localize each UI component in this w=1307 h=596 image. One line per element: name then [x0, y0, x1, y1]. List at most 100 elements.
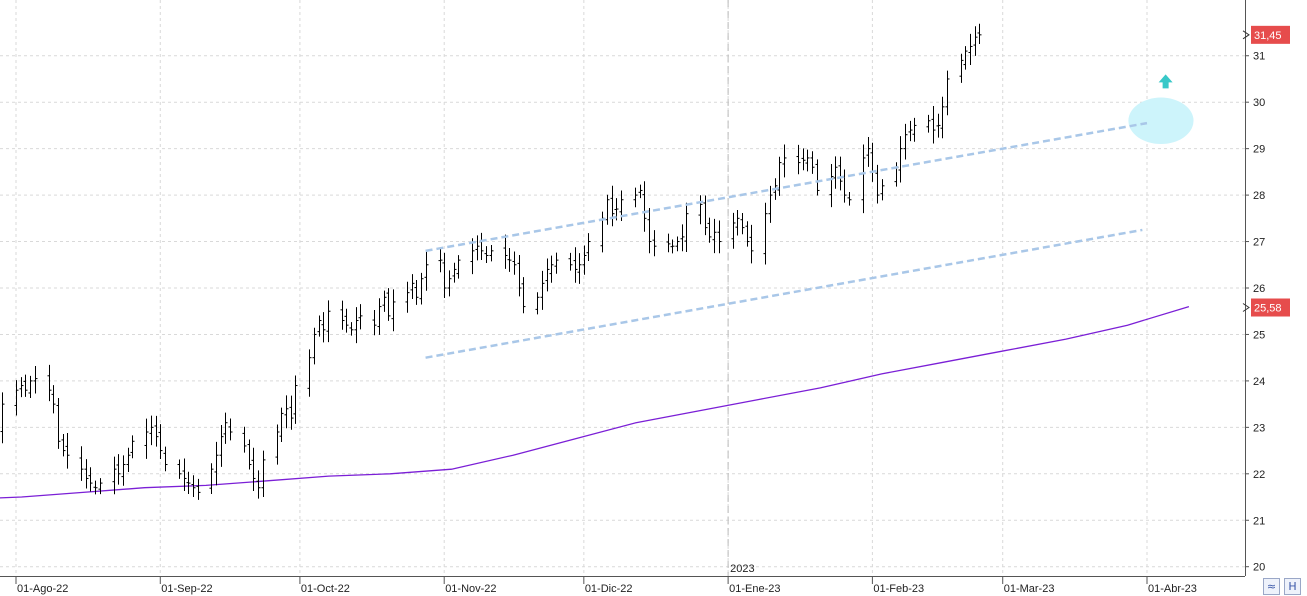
- ohlc-bar: [894, 162, 899, 187]
- ohlc-bar: [698, 195, 703, 225]
- ohlc-bar: [670, 239, 675, 254]
- ohlc-bar: [735, 209, 740, 236]
- ohlc-bar: [512, 251, 517, 275]
- ohlc-bar: [391, 289, 396, 332]
- x-tick-label: 01-Mar-23: [1004, 583, 1055, 595]
- price-tag-box: [1251, 25, 1290, 44]
- ohlc-bar: [861, 144, 866, 214]
- ohlc-bar: [447, 270, 452, 297]
- x-tick-label: 01-Ene-23: [729, 583, 780, 595]
- ohlc-bar: [535, 292, 540, 315]
- price-tag: 31,45: [1242, 25, 1290, 44]
- ohlc-bar: [14, 380, 19, 416]
- ohlc-bar: [680, 224, 685, 252]
- ohlc-bar: [186, 471, 191, 494]
- x-tick-label: 01-Oct-22: [301, 583, 350, 595]
- ohlc-bar: [898, 136, 903, 183]
- price-tags: 31,45 25,58: [1242, 25, 1290, 317]
- price-tag-label: 25,58: [1254, 303, 1282, 315]
- ohlc-bar: [931, 106, 936, 144]
- ohlc-bar: [284, 395, 289, 429]
- ohlc-bar: [247, 439, 252, 470]
- y-tick-label: 31: [1253, 51, 1265, 63]
- ohlc-bar: [163, 446, 168, 472]
- y-axis-labels: 20 21 22 23 24 25 26 27 28 29 30 31: [1245, 51, 1265, 574]
- ohlc-bar: [452, 262, 457, 283]
- ohlc-bar: [344, 308, 349, 333]
- y-tick-label: 21: [1253, 515, 1265, 527]
- ohlc-bar: [317, 315, 322, 337]
- ohlc-bar: [219, 424, 224, 467]
- ohlc-bar: [0, 392, 5, 444]
- ohlc-bar: [633, 187, 638, 208]
- ohlc-bar: [442, 252, 447, 299]
- ohlc-bar: [684, 202, 689, 252]
- ohlc-bar: [419, 272, 424, 305]
- ohlc-bar: [875, 164, 880, 204]
- ohlc-bar: [177, 459, 182, 479]
- y-tick-label: 27: [1253, 237, 1265, 249]
- ohlc-bar: [414, 280, 419, 305]
- ohlc-bar: [866, 136, 871, 167]
- ohlc-bar: [908, 120, 913, 142]
- ohlc-bar: [815, 159, 820, 196]
- ohlc-bar: [833, 156, 838, 189]
- ohlc-bar: [717, 220, 722, 254]
- ohlc-bar: [521, 277, 526, 314]
- ohlc-bar: [372, 310, 377, 336]
- ohlc-bar: [19, 377, 24, 398]
- ohlc-bar: [65, 433, 70, 469]
- ohlc-bar: [479, 232, 484, 261]
- ohlc-bar: [549, 255, 554, 283]
- ohlc-bar: [963, 46, 968, 70]
- x-tick-label: 01-Sep-22: [161, 583, 212, 595]
- y-tick-label: 28: [1253, 190, 1265, 202]
- x-axis-labels: 01-Ago-22 01-Sep-22 01-Oct-22 01-Nov-22 01-D…: [15, 563, 1197, 595]
- save-button[interactable]: H: [1284, 578, 1301, 595]
- ohlc-bar: [112, 456, 117, 495]
- ohlc-bar: [182, 458, 187, 491]
- ohlc-bar: [424, 251, 429, 291]
- ohlc-bar: [354, 307, 359, 344]
- annotations-back: [1128, 97, 1194, 144]
- ohlc-bar: [196, 478, 201, 500]
- ohlc-bar: [191, 475, 196, 497]
- ohlc-bar: [293, 375, 298, 424]
- ohlc-bar: [610, 185, 615, 227]
- ohlc-bar: [749, 224, 754, 264]
- ohlc-bar: [275, 424, 280, 465]
- ohlc-bar: [79, 446, 84, 481]
- x-tick-label: 01-Abr-23: [1148, 583, 1197, 595]
- ohlc-bar: [484, 246, 489, 264]
- zoom-fit-button[interactable]: ≈: [1263, 578, 1280, 595]
- ohlc-bar: [666, 233, 671, 253]
- ohlc-bar: [940, 96, 945, 139]
- ohlc-bar: [605, 194, 610, 225]
- ohlc-bar: [149, 415, 154, 446]
- ohlc-bar: [912, 117, 917, 142]
- ohlc-bar: [936, 113, 941, 138]
- trendline-channel-upper: [425, 121, 1148, 253]
- ohlc-bar: [47, 364, 52, 402]
- ohlc-bar: [652, 230, 657, 257]
- ohlc-bar: [289, 395, 294, 430]
- up-arrow-icon: [1158, 74, 1173, 89]
- ohlc-bar: [945, 70, 950, 116]
- ohlc-bar: [582, 245, 587, 275]
- x-tick-label: 01-Dic-22: [585, 583, 633, 595]
- ohlc-bar: [517, 255, 522, 297]
- ohlc-bar: [116, 454, 121, 485]
- ohlc-bar: [475, 235, 480, 261]
- ohlc-bar: [340, 300, 345, 330]
- ohlc-bar: [503, 234, 508, 269]
- ohlc-bar: [740, 213, 745, 235]
- ohlc-bar: [470, 238, 475, 275]
- ohlc-bar: [768, 185, 773, 223]
- ohlc-bar: [600, 211, 605, 253]
- ohlc-bar: [377, 298, 382, 335]
- ohlc-bar: [223, 412, 228, 444]
- ohlc-bar: [23, 374, 28, 397]
- price-tag: 25,58: [1242, 298, 1290, 317]
- ohlc-bar: [438, 248, 443, 273]
- price-tag-box: [1251, 298, 1290, 317]
